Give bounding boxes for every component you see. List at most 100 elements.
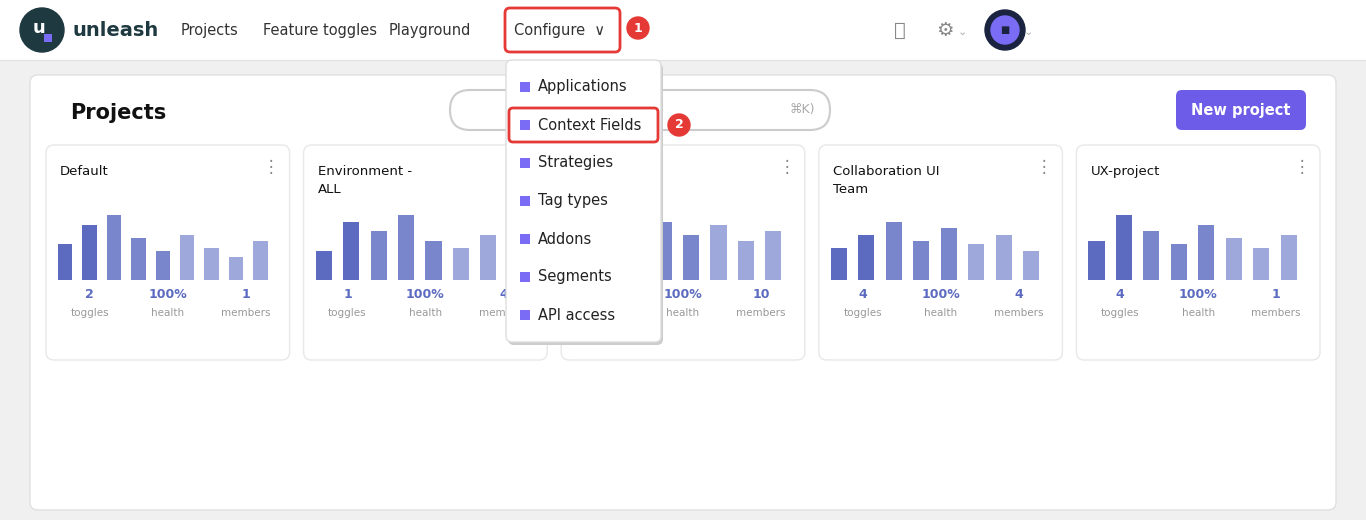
Text: ⋮: ⋮ bbox=[1294, 158, 1310, 176]
FancyBboxPatch shape bbox=[30, 75, 1336, 510]
Text: toggles: toggles bbox=[328, 308, 366, 318]
Text: 100%: 100% bbox=[664, 289, 702, 302]
Text: 1: 1 bbox=[634, 21, 642, 34]
FancyBboxPatch shape bbox=[1171, 244, 1187, 280]
FancyBboxPatch shape bbox=[454, 248, 469, 280]
FancyBboxPatch shape bbox=[1176, 90, 1306, 130]
Circle shape bbox=[985, 10, 1024, 50]
FancyBboxPatch shape bbox=[1280, 235, 1296, 280]
FancyBboxPatch shape bbox=[818, 145, 1063, 360]
Text: ALL: ALL bbox=[318, 183, 342, 196]
Text: 1: 1 bbox=[601, 289, 609, 302]
FancyBboxPatch shape bbox=[205, 248, 219, 280]
Text: Configure  ∨: Configure ∨ bbox=[514, 22, 605, 37]
FancyBboxPatch shape bbox=[968, 244, 984, 280]
Text: Playground: Playground bbox=[389, 22, 471, 37]
Text: ⋮: ⋮ bbox=[264, 158, 280, 176]
FancyBboxPatch shape bbox=[505, 60, 661, 342]
Text: ⋮: ⋮ bbox=[779, 158, 795, 176]
Text: API access: API access bbox=[538, 307, 615, 322]
FancyBboxPatch shape bbox=[508, 254, 525, 280]
Circle shape bbox=[627, 17, 649, 39]
Text: Context Fields: Context Fields bbox=[538, 118, 642, 133]
Text: health: health bbox=[152, 308, 184, 318]
Text: toggles: toggles bbox=[71, 308, 109, 318]
FancyBboxPatch shape bbox=[398, 215, 414, 280]
Text: members: members bbox=[221, 308, 270, 318]
Text: members: members bbox=[994, 308, 1044, 318]
Text: ⌄: ⌄ bbox=[1023, 27, 1033, 37]
FancyBboxPatch shape bbox=[303, 145, 548, 360]
FancyBboxPatch shape bbox=[520, 234, 530, 244]
FancyBboxPatch shape bbox=[82, 225, 97, 280]
Text: 4: 4 bbox=[858, 289, 867, 302]
Text: health: health bbox=[1182, 308, 1214, 318]
FancyBboxPatch shape bbox=[520, 272, 530, 282]
FancyBboxPatch shape bbox=[628, 228, 645, 280]
FancyBboxPatch shape bbox=[765, 231, 781, 280]
Text: toggles: toggles bbox=[843, 308, 882, 318]
Text: UX-project: UX-project bbox=[1090, 165, 1160, 178]
FancyBboxPatch shape bbox=[107, 215, 122, 280]
FancyBboxPatch shape bbox=[44, 34, 52, 42]
Text: health: health bbox=[408, 308, 443, 318]
FancyBboxPatch shape bbox=[1116, 215, 1132, 280]
Text: permissio...: permissio... bbox=[575, 183, 652, 196]
Text: toggles: toggles bbox=[1101, 308, 1139, 318]
FancyBboxPatch shape bbox=[481, 235, 496, 280]
Text: 4: 4 bbox=[1014, 289, 1023, 302]
Text: 2: 2 bbox=[675, 119, 683, 132]
Text: 1: 1 bbox=[242, 289, 250, 302]
Text: Projects: Projects bbox=[70, 103, 167, 123]
Circle shape bbox=[20, 8, 64, 52]
FancyBboxPatch shape bbox=[520, 82, 530, 92]
FancyBboxPatch shape bbox=[505, 8, 620, 52]
Text: 1: 1 bbox=[1272, 289, 1280, 302]
FancyBboxPatch shape bbox=[996, 235, 1012, 280]
FancyBboxPatch shape bbox=[885, 222, 902, 280]
Text: Strategies: Strategies bbox=[538, 155, 613, 171]
FancyBboxPatch shape bbox=[370, 231, 387, 280]
FancyBboxPatch shape bbox=[1089, 241, 1105, 280]
FancyBboxPatch shape bbox=[131, 238, 146, 280]
FancyBboxPatch shape bbox=[858, 235, 874, 280]
FancyBboxPatch shape bbox=[0, 0, 1366, 60]
Text: Team: Team bbox=[833, 183, 867, 196]
Text: ⚙: ⚙ bbox=[936, 20, 953, 40]
FancyBboxPatch shape bbox=[520, 196, 530, 206]
Text: 4: 4 bbox=[1116, 289, 1124, 302]
FancyBboxPatch shape bbox=[656, 222, 672, 280]
FancyBboxPatch shape bbox=[46, 145, 290, 360]
Text: Default: Default bbox=[60, 165, 109, 178]
Text: members: members bbox=[478, 308, 529, 318]
FancyBboxPatch shape bbox=[912, 241, 929, 280]
Text: Environment -: Environment - bbox=[318, 165, 411, 178]
Text: Segments: Segments bbox=[538, 269, 612, 284]
FancyBboxPatch shape bbox=[1253, 248, 1269, 280]
FancyBboxPatch shape bbox=[449, 90, 831, 130]
FancyBboxPatch shape bbox=[831, 248, 847, 280]
Text: unleash: unleash bbox=[72, 20, 158, 40]
Text: New project: New project bbox=[1191, 102, 1291, 118]
FancyBboxPatch shape bbox=[1143, 231, 1160, 280]
FancyBboxPatch shape bbox=[520, 310, 530, 320]
Text: Addons: Addons bbox=[538, 231, 593, 246]
FancyBboxPatch shape bbox=[520, 120, 530, 130]
FancyBboxPatch shape bbox=[1198, 225, 1214, 280]
Text: Applications: Applications bbox=[538, 80, 627, 95]
Text: Project: Project bbox=[575, 165, 622, 178]
Text: members: members bbox=[1251, 308, 1300, 318]
FancyBboxPatch shape bbox=[561, 145, 805, 360]
FancyBboxPatch shape bbox=[508, 63, 663, 345]
Text: 10: 10 bbox=[753, 289, 769, 302]
Text: 100%: 100% bbox=[406, 289, 445, 302]
Text: u: u bbox=[33, 19, 45, 37]
FancyBboxPatch shape bbox=[253, 241, 268, 280]
Text: 1: 1 bbox=[343, 289, 352, 302]
FancyBboxPatch shape bbox=[738, 241, 754, 280]
FancyBboxPatch shape bbox=[57, 244, 72, 280]
FancyBboxPatch shape bbox=[156, 251, 169, 280]
Text: ⋮: ⋮ bbox=[520, 158, 537, 176]
Text: 100%: 100% bbox=[149, 289, 187, 302]
Text: health: health bbox=[667, 308, 699, 318]
